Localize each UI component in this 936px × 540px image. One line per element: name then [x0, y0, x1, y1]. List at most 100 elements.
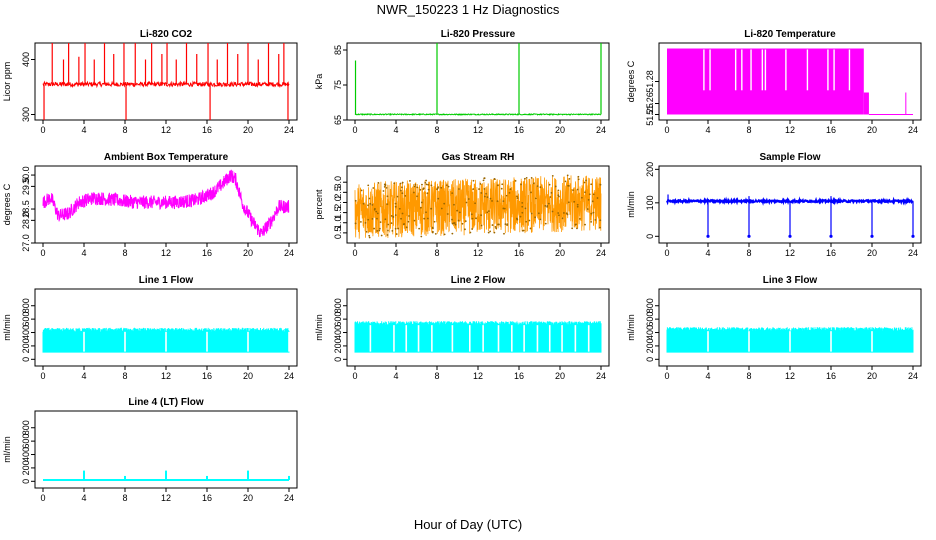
data-point [483, 195, 486, 198]
data-point [525, 176, 528, 179]
data-point [544, 204, 547, 207]
data-point [437, 197, 440, 200]
data-point [419, 188, 422, 191]
data-point [458, 211, 461, 214]
data-point [567, 201, 570, 204]
x-tick-label: 16 [202, 125, 212, 135]
x-tick-label: 16 [202, 248, 212, 258]
data-point [532, 182, 535, 185]
y-tick-label: 1.5 [333, 206, 343, 219]
y-tick-label: 400 [21, 447, 31, 462]
data-series [667, 48, 913, 115]
data-point [554, 185, 557, 188]
data-point [354, 199, 357, 202]
data-point [378, 227, 381, 230]
data-point [380, 234, 383, 237]
data-point [557, 195, 560, 198]
data-point [453, 203, 455, 206]
data-point [564, 180, 567, 183]
data-point [422, 188, 425, 190]
data-point [472, 179, 475, 182]
data-point [469, 231, 472, 234]
data-point [440, 207, 443, 210]
data-point [585, 179, 587, 182]
y-tick-label: 0 [645, 234, 655, 239]
data-point [376, 212, 379, 215]
data-point [587, 198, 590, 201]
data-point [402, 223, 405, 226]
data-point [427, 188, 430, 191]
data-point [566, 174, 569, 177]
data-point [470, 213, 473, 216]
x-tick-label: 8 [122, 493, 127, 503]
data-point [546, 204, 549, 207]
data-point [509, 188, 512, 190]
data-point [522, 229, 525, 232]
data-point [829, 234, 833, 238]
data-point [467, 198, 470, 200]
data-point [379, 221, 382, 224]
data-point [420, 235, 423, 238]
x-tick-label: 0 [664, 248, 669, 258]
data-point [394, 214, 397, 216]
panel-title: Line 4 (LT) Flow [128, 397, 204, 408]
data-point [561, 217, 564, 220]
series-line [42, 169, 290, 238]
data-point [414, 183, 417, 186]
data-point [393, 182, 396, 185]
y-tick-label: 800 [21, 420, 31, 435]
data-point [457, 219, 460, 222]
data-point [502, 200, 505, 203]
data-point [472, 188, 475, 190]
data-point [416, 186, 419, 189]
data-point [421, 183, 423, 186]
x-tick-label: 8 [746, 248, 751, 258]
x-tick-label: 8 [434, 248, 439, 258]
data-point [502, 207, 505, 210]
y-tick-label: 600 [21, 312, 31, 327]
data-point [425, 183, 428, 186]
data-point [529, 227, 532, 230]
data-point [584, 191, 586, 194]
data-point [464, 228, 466, 231]
data-point [354, 222, 357, 225]
x-tick-label: 8 [122, 371, 127, 381]
y-tick-label: 600 [645, 312, 655, 327]
data-point [596, 197, 599, 199]
y-tick-label: 0 [21, 357, 31, 362]
y-tick-label: 200 [645, 338, 655, 353]
panel-title: Li-820 Pressure [441, 29, 516, 40]
y-axis-label: ml/min [626, 314, 636, 341]
x-tick-label: 20 [867, 248, 877, 258]
data-point [479, 183, 482, 185]
x-tick-label: 12 [785, 248, 795, 258]
data-point [396, 195, 399, 198]
y-axis-label: ml/min [314, 314, 324, 341]
data-point [480, 192, 483, 194]
data-point [367, 204, 369, 207]
data-point [413, 185, 416, 188]
data-point [557, 194, 560, 197]
x-tick-label: 0 [352, 125, 357, 135]
data-point [454, 223, 457, 226]
x-tick-label: 12 [161, 248, 171, 258]
x-tick-label: 0 [40, 248, 45, 258]
data-point [483, 177, 486, 179]
data-point [485, 192, 487, 195]
y-tick-label: 200 [21, 460, 31, 475]
data-point [599, 183, 602, 186]
data-point [574, 223, 577, 226]
y-tick-label: 2.0 [333, 196, 343, 209]
y-tick-label: 3.0 [333, 176, 343, 189]
data-point [423, 217, 426, 220]
data-series [354, 321, 602, 353]
data-point [594, 219, 597, 221]
data-point [572, 189, 575, 192]
data-point [478, 188, 480, 190]
data-point [534, 197, 537, 200]
data-point [464, 220, 467, 222]
data-point [539, 186, 542, 189]
x-tick-label: 4 [705, 125, 710, 135]
